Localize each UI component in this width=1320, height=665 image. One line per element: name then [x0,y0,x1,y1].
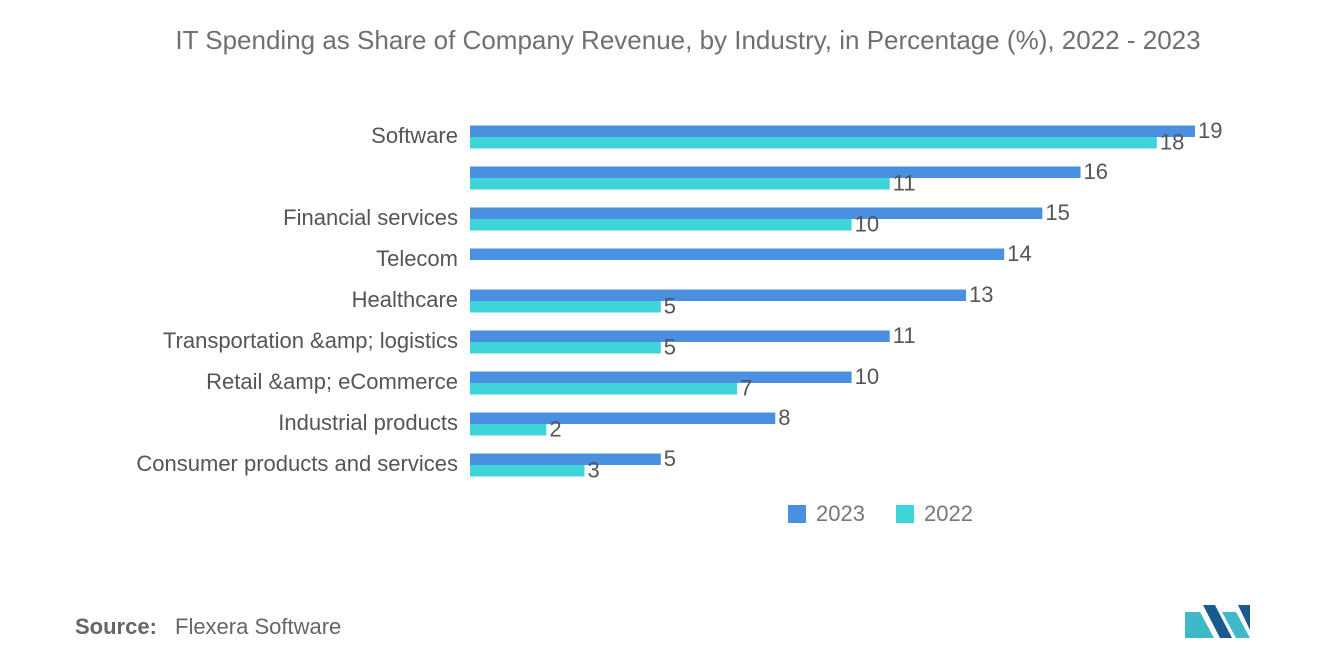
value-label: 3 [587,458,599,483]
value-label: 15 [1045,200,1069,225]
y-tick-label: Telecom [376,246,458,271]
y-tick-label: Consumer products and services [136,451,458,476]
source-label: Source: [75,614,157,639]
value-label: 11 [893,323,916,348]
value-label: 11 [893,171,916,196]
bar [470,207,1043,219]
bar [470,289,967,301]
value-label: 8 [778,405,790,430]
bar [470,248,1005,260]
legend-swatch [896,505,914,523]
bar [470,330,890,342]
value-label: 10 [855,212,879,237]
value-label: 10 [855,364,879,389]
bar [470,371,852,383]
bar [470,125,1195,137]
value-label: 5 [664,335,676,360]
legend-swatch [788,505,806,523]
value-label: 13 [969,282,993,307]
value-label: 19 [1198,118,1222,143]
bar [470,465,585,477]
y-tick-label: Industrial products [278,410,458,435]
chart-title: IT Spending as Share of Company Revenue,… [175,25,1200,55]
value-label: 18 [1160,130,1184,155]
bar [470,342,661,354]
value-label: 16 [1084,159,1108,184]
bar [470,137,1157,149]
bar [470,412,776,424]
legend-label: 2022 [924,501,973,526]
value-label: 5 [664,294,676,319]
value-label: 2 [549,417,561,442]
bar [470,424,547,436]
y-tick-label: Healthcare [352,287,458,312]
y-tick-label: Financial services [283,205,458,230]
y-tick-label: Transportation &amp; logistics [163,328,458,353]
bar [470,301,661,313]
legend-label: 2023 [816,501,865,526]
logo [1185,605,1250,638]
bar [470,453,661,465]
bar [470,219,852,231]
bar [470,178,890,190]
bar [470,383,738,395]
y-tick-label: Software [371,123,458,148]
value-label: 14 [1007,241,1031,266]
y-tick-label: Retail &amp; eCommerce [206,369,458,394]
value-label: 5 [664,446,676,471]
bar [470,166,1081,178]
value-label: 7 [740,376,752,401]
source-text: Flexera Software [175,614,341,639]
